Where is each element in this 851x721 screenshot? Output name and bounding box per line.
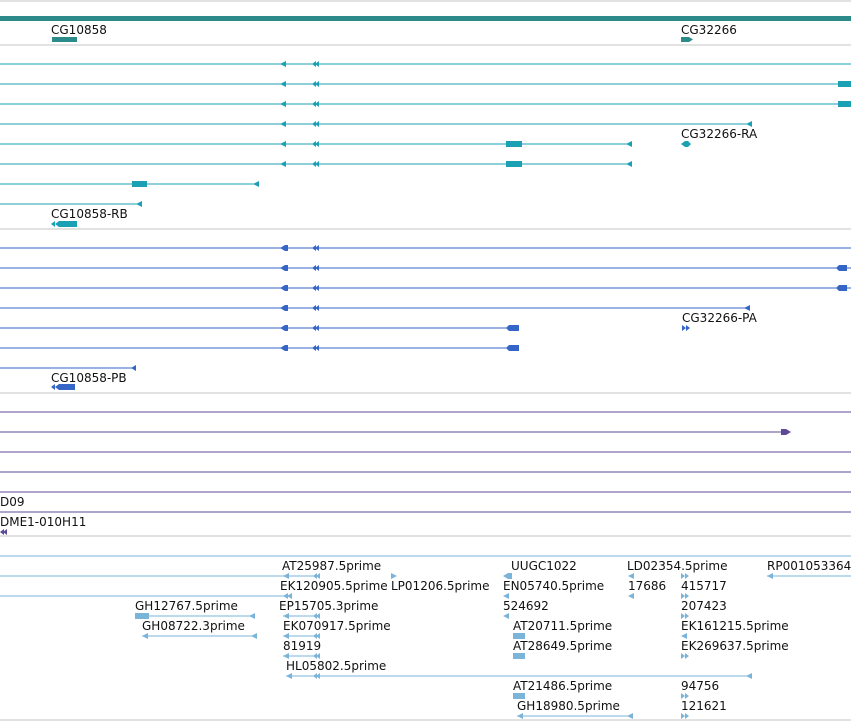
protein-row[interactable]: [0, 265, 851, 271]
clone-track: D09 DME1-010H11: [0, 411, 851, 537]
protein-row-cg32266-pa[interactable]: [0, 305, 750, 311]
transcript-row[interactable]: [0, 161, 632, 167]
transcript-row[interactable]: [0, 81, 851, 87]
est-label[interactable]: UUGC1022: [511, 559, 577, 573]
clone-glyph[interactable]: [781, 429, 791, 435]
protein-row-cg10858-pb[interactable]: [0, 365, 136, 371]
protein-row[interactable]: [0, 345, 519, 351]
est-label[interactable]: EK269637.5prime: [681, 639, 789, 653]
gene-label-cg32266[interactable]: CG32266: [681, 23, 737, 37]
gene-glyph-cg32266[interactable]: [681, 37, 693, 42]
gene-span-bar: [0, 16, 851, 21]
est-label[interactable]: EP15705.3prime: [279, 599, 378, 613]
transcript-row-cg32266-ra[interactable]: [0, 121, 752, 127]
protein-label-cg32266-pa[interactable]: CG32266-PA: [682, 311, 758, 325]
gene-glyph-cg10858[interactable]: [52, 37, 77, 42]
protein-row[interactable]: [0, 325, 519, 331]
clone-label-d09[interactable]: D09: [0, 495, 25, 509]
transcript-label-cg32266-ra[interactable]: CG32266-RA: [681, 127, 758, 141]
est-label[interactable]: HL05802.5prime: [286, 659, 386, 673]
transcript-row-cg10858-rb[interactable]: [0, 201, 142, 207]
est-label[interactable]: GH12767.5prime: [135, 599, 238, 613]
gene-track: CG10858 CG32266: [0, 0, 851, 46]
transcript-glyph-cg10858-rb[interactable]: [51, 221, 59, 227]
transcript-row[interactable]: [0, 141, 632, 147]
est-label[interactable]: RP001053364: [767, 559, 851, 573]
est-label[interactable]: EK161215.5prime: [681, 619, 789, 633]
est-label[interactable]: 17686: [628, 579, 666, 593]
est-labels: AT25987.5prime UUGC1022 LD02354.5prime R…: [135, 559, 851, 713]
protein-row[interactable]: [0, 245, 851, 251]
est-label[interactable]: LP01206.5prime: [391, 579, 490, 593]
transcript-label-cg10858-rb[interactable]: CG10858-RB: [51, 207, 128, 221]
est-label[interactable]: 207423: [681, 599, 727, 613]
gene-label-cg10858[interactable]: CG10858: [51, 23, 107, 37]
transcript-row[interactable]: [0, 181, 259, 187]
est-label[interactable]: 81919: [283, 639, 321, 653]
est-label[interactable]: AT20711.5prime: [513, 619, 612, 633]
transcript-row[interactable]: [0, 101, 851, 107]
est-track: [0, 555, 851, 719]
est-label[interactable]: EN05740.5prime: [503, 579, 604, 593]
est-label[interactable]: EK120905.5prime: [280, 579, 388, 593]
est-label[interactable]: GH18980.5prime: [517, 699, 620, 713]
clone-label-dme1-010h11[interactable]: DME1-010H11: [0, 515, 86, 529]
clone-glyph[interactable]: [0, 529, 7, 535]
protein-glyph-cg10858-pb[interactable]: [59, 384, 75, 390]
transcript-glyph-cg32266-ra[interactable]: [681, 141, 691, 147]
est-label[interactable]: LD02354.5prime: [627, 559, 728, 573]
est-label[interactable]: 415717: [681, 579, 727, 593]
est-label[interactable]: GH08722.3prime: [142, 619, 245, 633]
transcript-glyph-cg10858-rb[interactable]: [59, 221, 77, 227]
transcript-track-rna: CG32266-RA CG10858-RB: [0, 61, 851, 230]
protein-glyph-cg32266-pa[interactable]: [682, 325, 690, 331]
est-label[interactable]: AT28649.5prime: [513, 639, 612, 653]
est-label[interactable]: 94756: [681, 679, 719, 693]
protein-track: CG32266-PA CG10858-PB: [0, 245, 851, 394]
protein-row[interactable]: [0, 285, 851, 291]
est-label[interactable]: 121621: [681, 699, 727, 713]
est-label[interactable]: EK070917.5prime: [283, 619, 391, 633]
transcript-row[interactable]: [0, 61, 851, 67]
est-label[interactable]: 524692: [503, 599, 549, 613]
protein-glyph-cg10858-pb[interactable]: [51, 384, 59, 390]
est-label[interactable]: AT25987.5prime: [282, 559, 381, 573]
est-label[interactable]: AT21486.5prime: [513, 679, 612, 693]
protein-label-cg10858-pb[interactable]: CG10858-PB: [51, 371, 127, 385]
